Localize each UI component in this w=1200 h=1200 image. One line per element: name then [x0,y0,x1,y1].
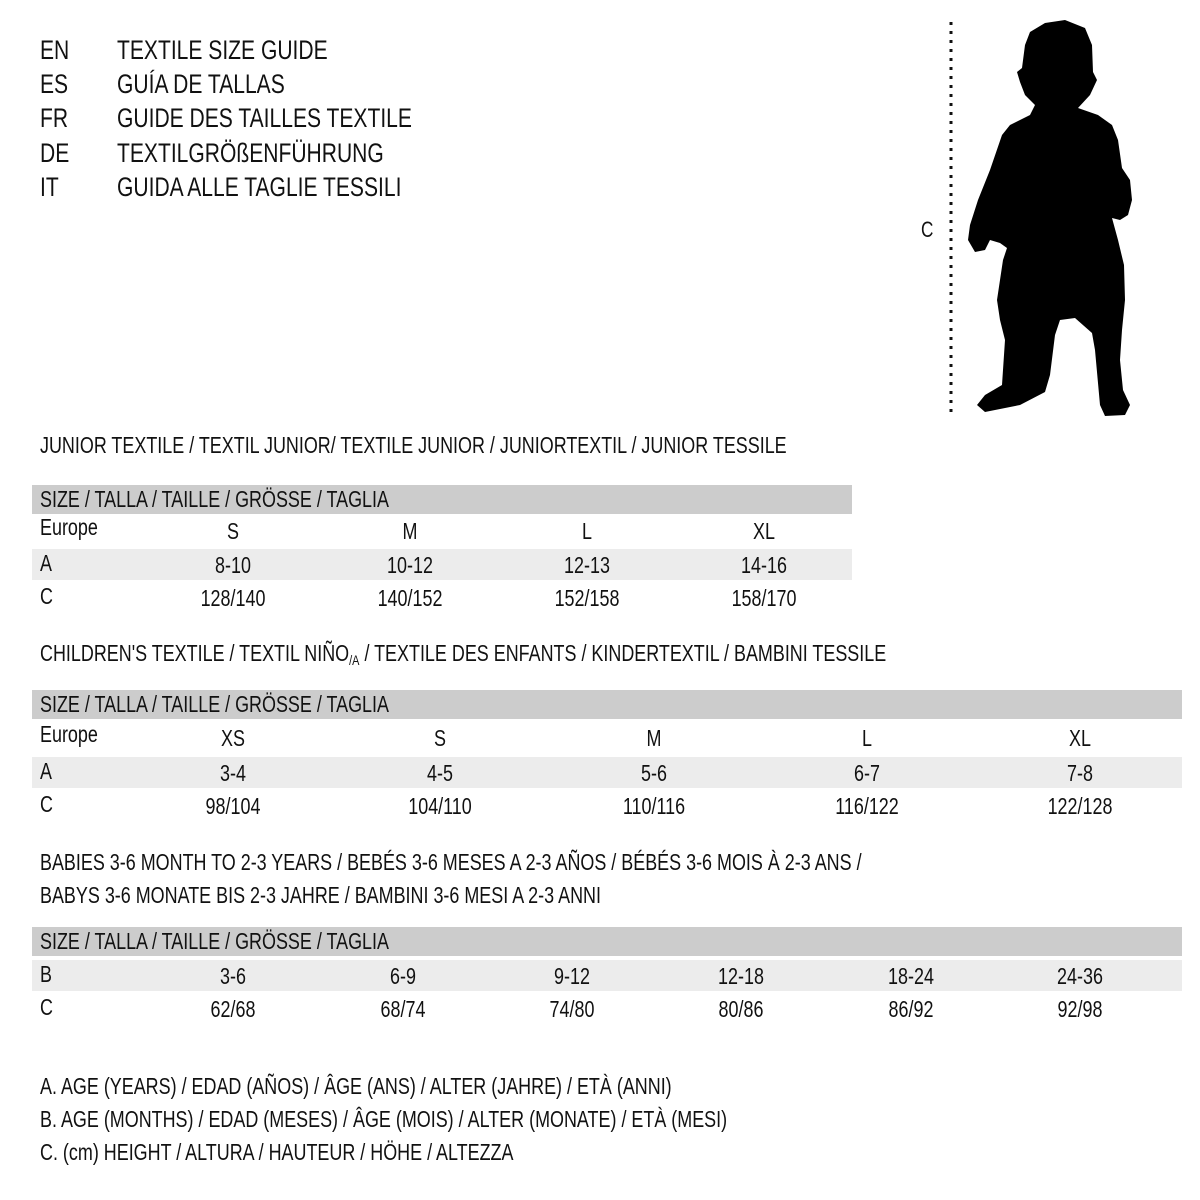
lang-title-de: TEXTILGRÖßENFÜHRUNG [117,138,384,168]
table-cell: 62/68 [210,996,256,1022]
lang-title-en: TEXTILE SIZE GUIDE [117,35,328,65]
table-cell: 98/104 [205,793,261,819]
table-cell: 5-6 [641,760,667,786]
table-cell: 86/92 [888,996,934,1022]
table-cell: XL [1069,725,1091,751]
table-cell: 10-12 [387,552,433,578]
table-cell: L [582,518,592,544]
table-cell: S [434,725,446,751]
table-cell: 116/122 [835,793,899,819]
row-label: A [40,758,52,784]
row-label: C [40,791,53,817]
lang-code-it: IT [40,172,59,202]
legend-b: B. AGE (MONTHS) / EDAD (MESES) / ÂGE (MO… [40,1106,728,1132]
size-header: SIZE / TALLA / TAILLE / GRÖSSE / TAGLIA [40,927,487,955]
table-cell: 158/170 [731,585,797,611]
size-header-band: SIZE / TALLA / TAILLE / GRÖSSE / TAGLIA [32,927,1182,956]
junior-heading: JUNIOR TEXTILE / TEXTIL JUNIOR/ TEXTILE … [40,432,787,458]
row-label: A [40,550,52,576]
table-cell: 12-13 [564,552,610,578]
table-cell: 140/152 [377,585,443,611]
lang-title-fr: GUIDE DES TAILLES TEXTILE [117,103,412,133]
size-header-band: SIZE / TALLA / TAILLE / GRÖSSE / TAGLIA [32,690,1182,719]
lang-title-it: GUIDA ALLE TAGLIE TESSILI [117,172,402,202]
table-cell: 152/158 [554,585,620,611]
table-cell: M [402,518,418,544]
lang-title-es: GUÍA DE TALLAS [117,69,285,99]
legend-c: C. (cm) HEIGHT / ALTURA / HAUTEUR / HÖHE… [40,1139,514,1165]
children-heading: CHILDREN'S TEXTILE / TEXTIL NIÑO/A / TEX… [40,640,887,668]
table-cell: 74/80 [549,996,595,1022]
table-cell: 80/86 [718,996,764,1022]
lang-code-fr: FR [40,103,69,133]
table-cell: 8-10 [215,552,251,578]
row-label: B [40,961,52,987]
row-label: C [40,583,53,609]
size-header-label: SIZE / TALLA / TAILLE / GRÖSSE / TAGLIA [40,486,389,512]
size-header-band: SIZE / TALLA / TAILLE / GRÖSSE / TAGLIA [32,485,852,514]
size-header: SIZE / TALLA / TAILLE / GRÖSSE / TAGLIA [40,485,487,513]
row-band [32,960,1182,991]
legend-a: A. AGE (YEARS) / EDAD (AÑOS) / ÂGE (ANS)… [40,1073,672,1099]
lang-code-de: DE [40,138,70,168]
size-header: SIZE / TALLA / TAILLE / GRÖSSE / TAGLIA [40,690,487,718]
table-cell: 12-18 [718,963,764,989]
table-cell: 3-6 [220,963,246,989]
size-header-label: SIZE / TALLA / TAILLE / GRÖSSE / TAGLIA [40,691,389,717]
lang-code-es: ES [40,69,69,99]
lang-code-en: EN [40,35,70,65]
row-label: Europe [40,514,98,540]
row-band [32,757,1182,788]
table-cell: XS [221,725,245,751]
table-cell: 18-24 [888,963,934,989]
table-cell: 122/128 [1047,793,1113,819]
table-cell: 3-4 [220,760,246,786]
table-cell: 92/98 [1057,996,1103,1022]
child-silhouette-icon [949,20,1132,416]
babies-heading-line1: BABIES 3-6 MONTH TO 2-3 YEARS / BEBÉS 3-… [40,849,862,875]
table-cell: 110/116 [622,793,686,819]
table-cell: XL [753,518,775,544]
table-cell: 24-36 [1057,963,1103,989]
table-cell: 4-5 [427,760,453,786]
row-band [32,549,852,580]
table-cell: S [227,518,239,544]
table-cell: 7-8 [1067,760,1093,786]
table-cell: M [646,725,662,751]
babies-heading-line2: BABYS 3-6 MONATE BIS 2-3 JAHRE / BAMBINI… [40,882,601,908]
table-cell: 9-12 [554,963,590,989]
child-silhouette [968,20,1132,416]
table-cell: 6-7 [854,760,880,786]
size-header-label: SIZE / TALLA / TAILLE / GRÖSSE / TAGLIA [40,928,389,954]
table-cell: 104/110 [408,793,472,819]
row-label: C [40,994,53,1020]
table-cell: 14-16 [741,552,787,578]
table-cell: L [862,725,872,751]
table-cell: 6-9 [390,963,416,989]
table-cell: 128/140 [200,585,266,611]
row-label: Europe [40,721,98,747]
table-cell: 68/74 [380,996,426,1022]
height-label: C [921,217,934,242]
